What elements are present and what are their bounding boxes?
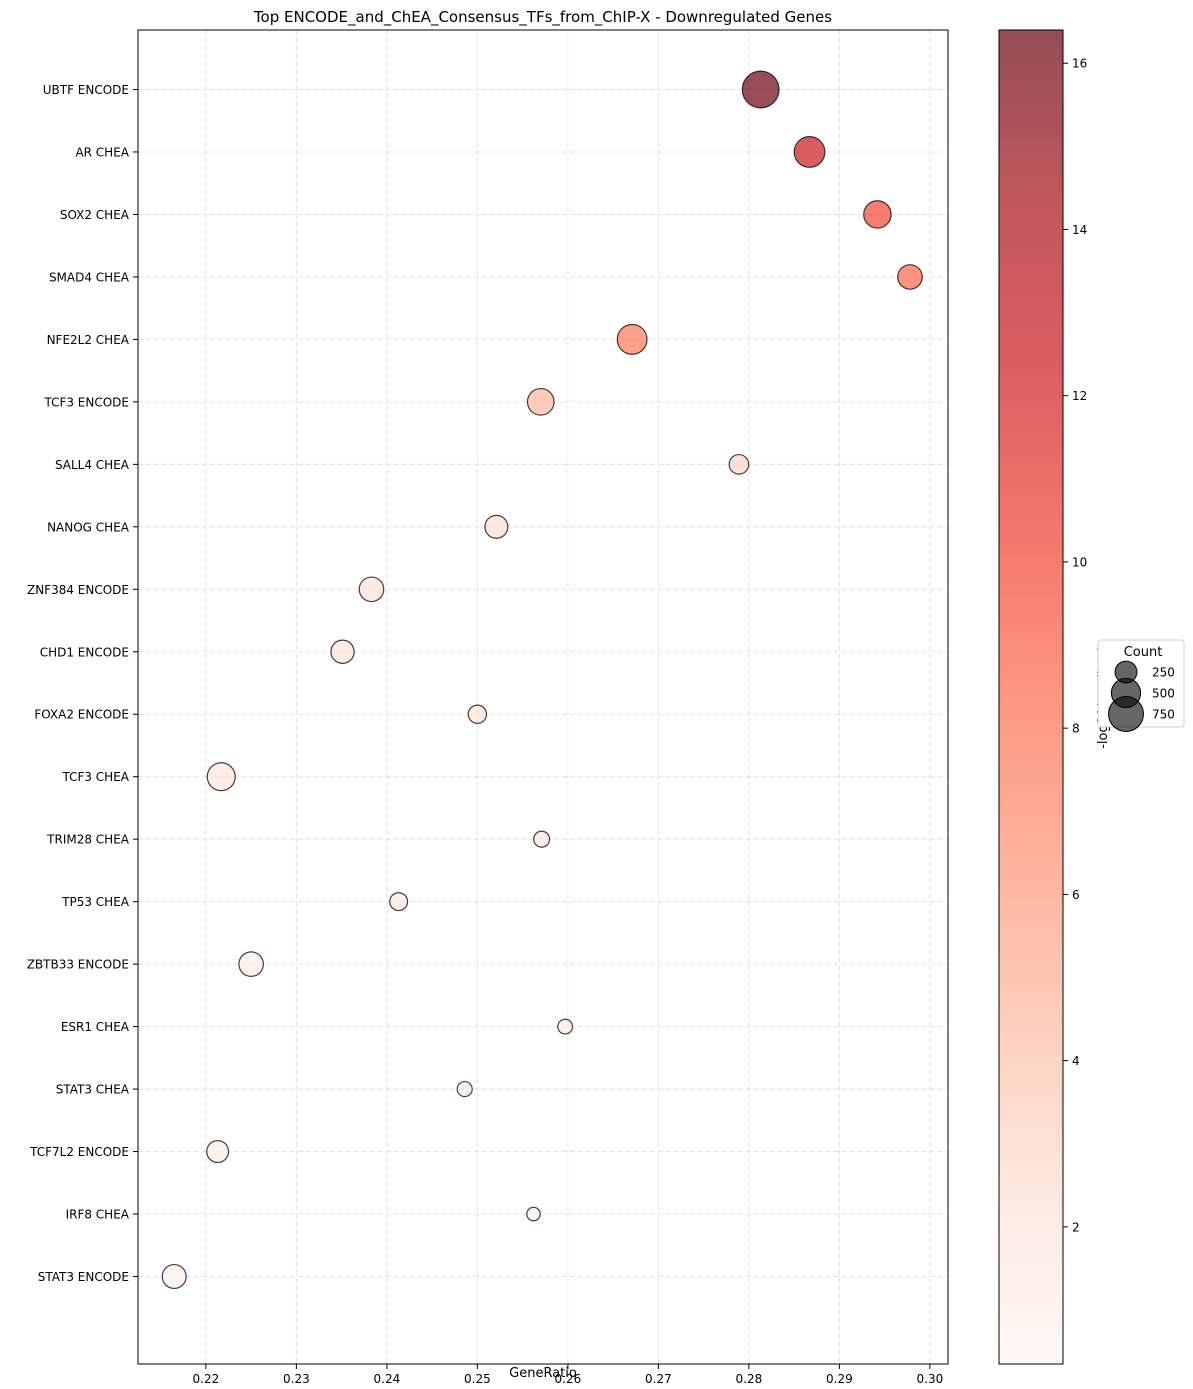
size-legend-marker xyxy=(1108,696,1144,732)
x-axis-label: GeneRatio xyxy=(509,1366,577,1381)
size-legend-label: 500 xyxy=(1152,687,1175,701)
y-tick-label: IRF8 CHEA xyxy=(66,1208,130,1222)
data-point xyxy=(533,830,551,848)
data-point xyxy=(456,1080,473,1098)
data-point xyxy=(389,892,409,912)
chart-title: Top ENCODE_and_ChEA_Consensus_TFs_from_C… xyxy=(253,8,832,27)
data-point xyxy=(238,951,264,977)
x-tick-label: 0.26 xyxy=(555,1372,582,1386)
data-point xyxy=(526,1206,541,1222)
data-point xyxy=(728,453,750,475)
x-tick-label: 0.23 xyxy=(283,1372,310,1386)
data-point xyxy=(793,136,826,168)
x-tick-label: 0.30 xyxy=(917,1372,944,1386)
data-point xyxy=(557,1018,574,1035)
colorbar-tick-label: 10 xyxy=(1072,555,1087,569)
x-tick-label: 0.28 xyxy=(736,1372,763,1386)
data-point xyxy=(330,639,355,664)
y-tick-label: ZBTB33 ENCODE xyxy=(27,958,129,972)
colorbar-ticks: 2 4 6 8 10 12 14 16 xyxy=(1063,57,1087,1234)
y-tick-label: ESR1 CHEA xyxy=(61,1020,130,1034)
size-legend-label: 250 xyxy=(1152,666,1175,680)
y-tick-label: TP53 CHEA xyxy=(61,895,130,909)
x-tick-label: 0.22 xyxy=(193,1372,220,1386)
colorbar-tick-label: 8 xyxy=(1072,722,1080,736)
colorbar-gradient xyxy=(998,29,1064,1365)
grid-lines xyxy=(138,30,948,1364)
colorbar-tick-label: 2 xyxy=(1072,1220,1080,1234)
data-point xyxy=(467,704,488,724)
y-tick-label: SOX2 CHEA xyxy=(60,208,130,222)
size-legend-label: 750 xyxy=(1152,708,1175,722)
y-tick-label: FOXA2 ENCODE xyxy=(34,708,129,722)
plot-area-frame xyxy=(137,29,949,1365)
y-tick-label: TCF3 CHEA xyxy=(61,770,129,784)
colorbar-tick-label: 16 xyxy=(1072,57,1087,71)
y-tick-label: ZNF384 ENCODE xyxy=(27,583,129,597)
y-tick-label: NFE2L2 CHEA xyxy=(47,333,130,347)
size-legend-title: Count xyxy=(1124,645,1163,660)
y-tick-label: SALL4 CHEA xyxy=(55,458,130,472)
x-tick-label: 0.27 xyxy=(645,1372,672,1386)
y-tick-label: CHD1 ENCODE xyxy=(40,645,129,659)
data-point xyxy=(206,762,236,792)
data-point xyxy=(484,514,509,539)
y-tick-label: TCF3 ENCODE xyxy=(43,395,129,409)
y-tick-label: NANOG CHEA xyxy=(47,520,130,534)
colorbar-tick-label: 14 xyxy=(1072,223,1087,237)
colorbar-tick-label: 12 xyxy=(1072,389,1087,403)
data-point xyxy=(616,323,648,355)
y-tick-label: SMAD4 CHEA xyxy=(49,270,130,284)
data-point xyxy=(863,200,892,229)
colorbar-tick-label: 4 xyxy=(1072,1054,1080,1068)
x-tick-label: 0.25 xyxy=(464,1372,491,1386)
data-point xyxy=(206,1140,230,1164)
x-tick-label: 0.29 xyxy=(826,1372,853,1386)
y-axis: UBTF ENCODE AR CHEA SOX2 CHEA SMAD4 CHEA NFE… xyxy=(27,83,138,1284)
data-point xyxy=(161,1263,187,1290)
x-tick-label: 0.24 xyxy=(374,1372,401,1386)
data-point xyxy=(526,387,555,416)
y-tick-label: TCF7L2 ENCODE xyxy=(29,1145,129,1159)
x-axis: 0.22 0.23 0.24 0.25 0.26 0.27 0.28 0.29 0.30 xyxy=(193,1364,944,1386)
y-tick-label: TRIM28 CHEA xyxy=(46,833,130,847)
data-point xyxy=(741,70,780,109)
y-tick-label: STAT3 ENCODE xyxy=(38,1270,129,1284)
size-legend-entries: 250 500 750 xyxy=(1108,660,1175,732)
size-legend: Count 250 500 750 xyxy=(1097,639,1185,732)
y-tick-label: STAT3 CHEA xyxy=(56,1083,130,1097)
y-tick-label: UBTF ENCODE xyxy=(43,83,129,97)
colorbar-tick-label: 6 xyxy=(1072,888,1080,902)
data-points xyxy=(161,70,923,1290)
data-point xyxy=(358,576,385,603)
y-tick-label: AR CHEA xyxy=(75,145,129,159)
data-point xyxy=(897,264,923,290)
